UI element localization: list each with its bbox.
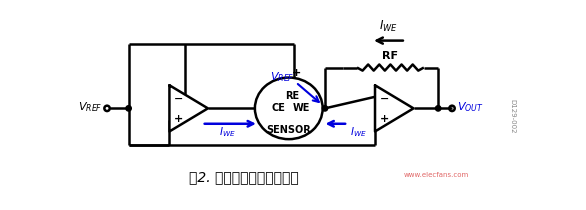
Polygon shape	[375, 85, 414, 131]
Text: www.elecfans.com: www.elecfans.com	[404, 172, 469, 178]
Circle shape	[126, 106, 131, 111]
Text: $V_{REF}$: $V_{REF}$	[78, 101, 103, 114]
Text: RF: RF	[383, 51, 398, 61]
Text: $I_{WE}$: $I_{WE}$	[379, 19, 398, 34]
Text: +: +	[174, 114, 183, 124]
Ellipse shape	[255, 77, 323, 139]
Text: SENSOR: SENSOR	[267, 125, 311, 135]
Text: $V_{REF}$: $V_{REF}$	[270, 71, 294, 84]
Polygon shape	[169, 85, 208, 131]
Text: $V_{OUT}$: $V_{OUT}$	[456, 101, 483, 114]
Circle shape	[322, 106, 328, 111]
Circle shape	[435, 106, 441, 111]
Text: +: +	[292, 68, 301, 78]
Text: +: +	[380, 114, 389, 124]
Text: −: −	[174, 94, 183, 104]
Text: WE: WE	[292, 103, 310, 113]
Text: D129-002: D129-002	[509, 99, 515, 133]
Text: $I_{WE}$: $I_{WE}$	[220, 125, 236, 139]
Text: −: −	[380, 94, 389, 104]
Text: RE: RE	[285, 91, 299, 101]
Text: $I_{WE}$: $I_{WE}$	[350, 125, 366, 139]
Text: CE: CE	[271, 103, 285, 113]
Text: 图2. 简化电化学传感器电路: 图2. 简化电化学传感器电路	[189, 171, 299, 185]
